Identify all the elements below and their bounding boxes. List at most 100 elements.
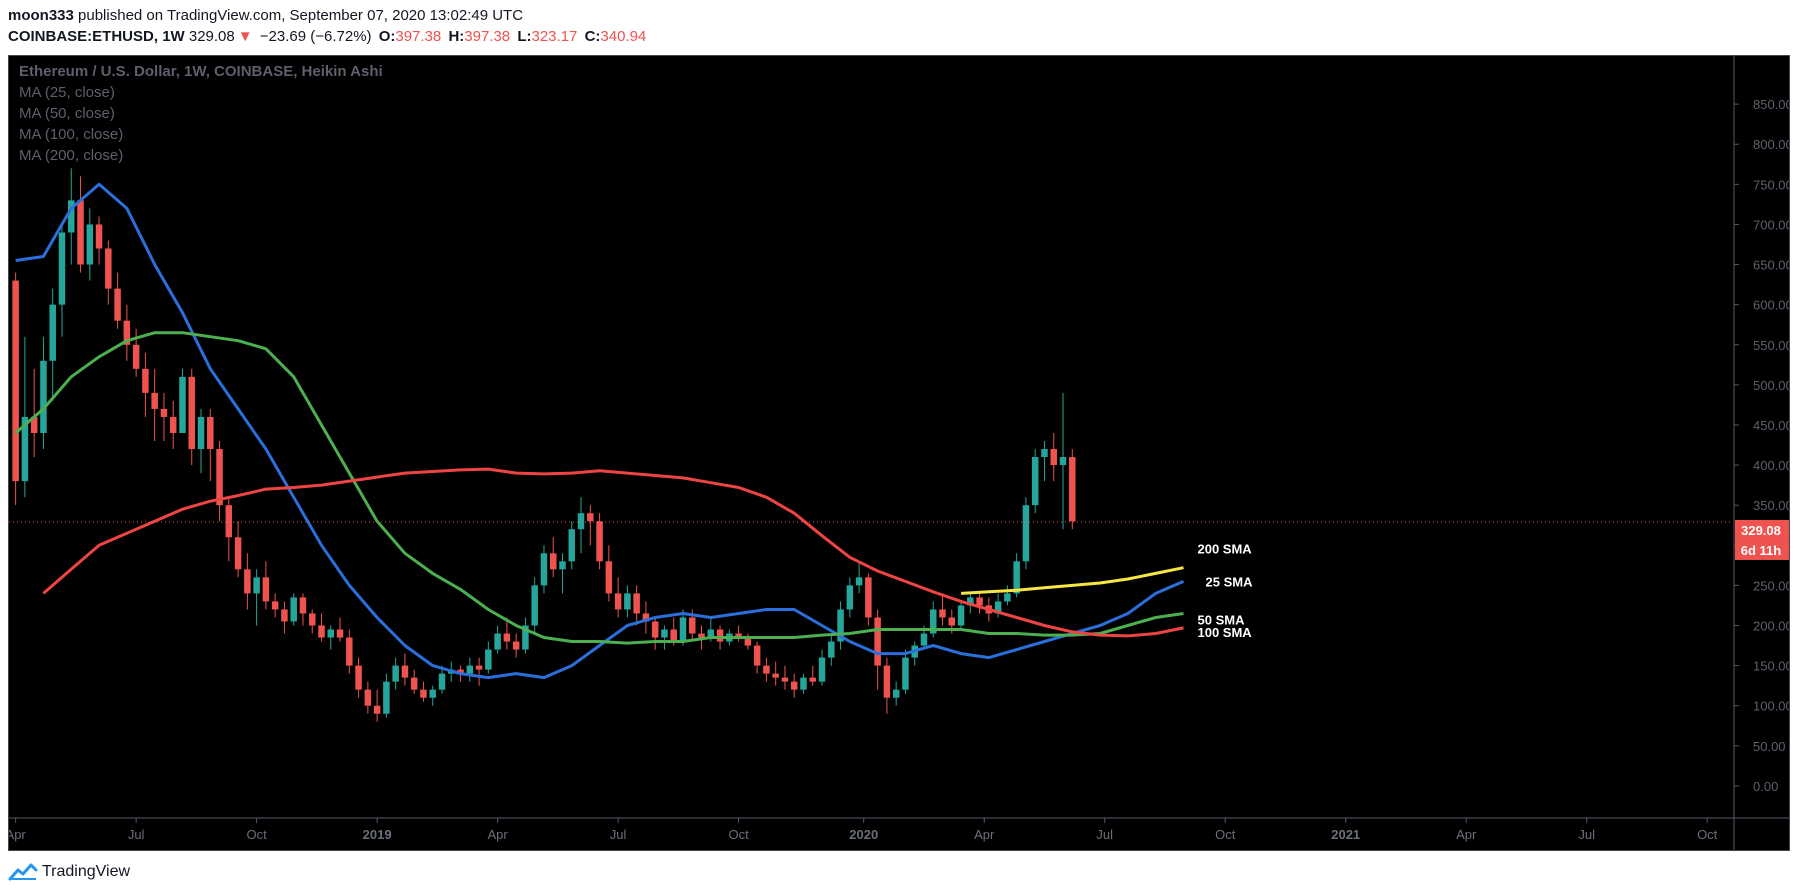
candle-body bbox=[179, 376, 186, 433]
candle-body bbox=[902, 657, 909, 690]
candle-body bbox=[614, 593, 622, 610]
candle-body bbox=[262, 577, 270, 602]
candle bbox=[642, 601, 650, 634]
candle bbox=[614, 577, 622, 618]
candle-body bbox=[818, 657, 826, 682]
candle-body bbox=[86, 224, 94, 265]
candle bbox=[225, 497, 233, 562]
candle-body bbox=[336, 629, 344, 638]
candle bbox=[77, 176, 84, 273]
candle-body bbox=[531, 585, 538, 626]
candle-body bbox=[865, 577, 872, 618]
candle-body bbox=[77, 200, 84, 265]
candle-body bbox=[661, 629, 668, 638]
candle bbox=[410, 669, 418, 694]
candle bbox=[475, 657, 483, 686]
candle-body bbox=[948, 617, 956, 626]
candle bbox=[271, 593, 279, 618]
candle bbox=[392, 657, 399, 690]
footer: TradingView bbox=[8, 862, 130, 882]
candle-body bbox=[633, 593, 640, 614]
candle-body bbox=[503, 633, 511, 642]
interval-label: 1W bbox=[162, 28, 185, 45]
candle-body bbox=[976, 597, 983, 606]
candle bbox=[12, 272, 19, 506]
candle bbox=[753, 641, 761, 674]
change-value: −23.69 (−6.72%) bbox=[259, 28, 372, 45]
candle-body bbox=[800, 677, 807, 690]
y-tick-label: 50.00 bbox=[1753, 739, 1786, 754]
candle-body bbox=[132, 344, 140, 369]
candle bbox=[1022, 497, 1030, 570]
candle bbox=[837, 601, 844, 650]
candle-body bbox=[40, 360, 47, 433]
candle bbox=[207, 408, 214, 482]
legend-title: Ethereum / U.S. Dollar, 1W, COINBASE, He… bbox=[19, 63, 383, 80]
down-arrow-icon: ▼ bbox=[237, 28, 253, 45]
chart-panel[interactable]: 25 SMA 50 SMA 100 SMA 200 SMA 850.00 800.00 7… bbox=[6, 55, 1793, 851]
candle bbox=[596, 513, 603, 570]
ma-line bbox=[15, 182, 1185, 680]
legend-ma-200: MA (200, close) bbox=[19, 147, 123, 164]
low-label: L: bbox=[517, 28, 532, 45]
y-tick-label: 700.00 bbox=[1753, 217, 1789, 232]
candle-body bbox=[420, 689, 427, 698]
candle bbox=[105, 240, 112, 305]
author-name[interactable]: moon333 bbox=[8, 7, 74, 24]
candle-body bbox=[49, 304, 56, 361]
candle-body bbox=[355, 665, 362, 690]
candle-body bbox=[364, 689, 372, 706]
tradingview-logo-icon[interactable] bbox=[8, 862, 38, 882]
candle-body bbox=[540, 553, 548, 586]
candle-body bbox=[475, 665, 483, 670]
candle bbox=[466, 657, 474, 682]
y-tick-label: 400.00 bbox=[1753, 458, 1789, 473]
last-price: 329.08 bbox=[188, 28, 235, 45]
high-label: H: bbox=[448, 28, 465, 45]
candle bbox=[244, 553, 251, 610]
x-tick-label: 2019 bbox=[363, 827, 392, 842]
symbol-label: COINBASE:ETHUSD, bbox=[8, 28, 159, 45]
candle bbox=[355, 657, 362, 698]
candle-body bbox=[837, 609, 844, 642]
ma-label: 100 SMA bbox=[1198, 625, 1253, 640]
candle bbox=[308, 609, 316, 634]
candle-body bbox=[642, 613, 650, 622]
candle bbox=[930, 601, 937, 638]
legend: Ethereum / U.S. Dollar, 1W, COINBASE, He… bbox=[19, 63, 383, 164]
y-tick-label: 350.00 bbox=[1753, 498, 1789, 513]
y-tick-label: 250.00 bbox=[1753, 578, 1789, 593]
candle-body bbox=[670, 629, 677, 642]
candle-body bbox=[346, 637, 353, 666]
candle bbox=[605, 545, 613, 602]
candle bbox=[633, 585, 640, 626]
candle-body bbox=[930, 609, 937, 634]
candle-body bbox=[30, 416, 38, 433]
low-value: 323.17 bbox=[531, 28, 578, 45]
candle bbox=[86, 208, 94, 281]
legend-ma-25: MA (25, close) bbox=[19, 84, 115, 101]
candle-body bbox=[299, 597, 307, 614]
candle bbox=[800, 673, 807, 694]
candle bbox=[883, 657, 891, 714]
candle-body bbox=[207, 416, 214, 450]
candle-body bbox=[68, 200, 75, 233]
candle bbox=[587, 505, 594, 546]
candle-body bbox=[651, 621, 659, 638]
candle bbox=[568, 521, 576, 570]
y-tick-label: 500.00 bbox=[1753, 378, 1789, 393]
open-value: 397.38 bbox=[395, 28, 442, 45]
y-tick-label: 850.00 bbox=[1753, 97, 1789, 112]
candle bbox=[1050, 432, 1057, 482]
candle-body bbox=[271, 601, 279, 610]
footer-brand[interactable]: TradingView bbox=[42, 863, 131, 880]
candle bbox=[531, 577, 538, 634]
ma-label: 200 SMA bbox=[1198, 542, 1253, 557]
candle-body bbox=[253, 577, 260, 594]
countdown-box bbox=[1735, 539, 1789, 560]
candle bbox=[123, 304, 131, 361]
candle-body bbox=[58, 232, 66, 305]
candle bbox=[299, 593, 307, 626]
